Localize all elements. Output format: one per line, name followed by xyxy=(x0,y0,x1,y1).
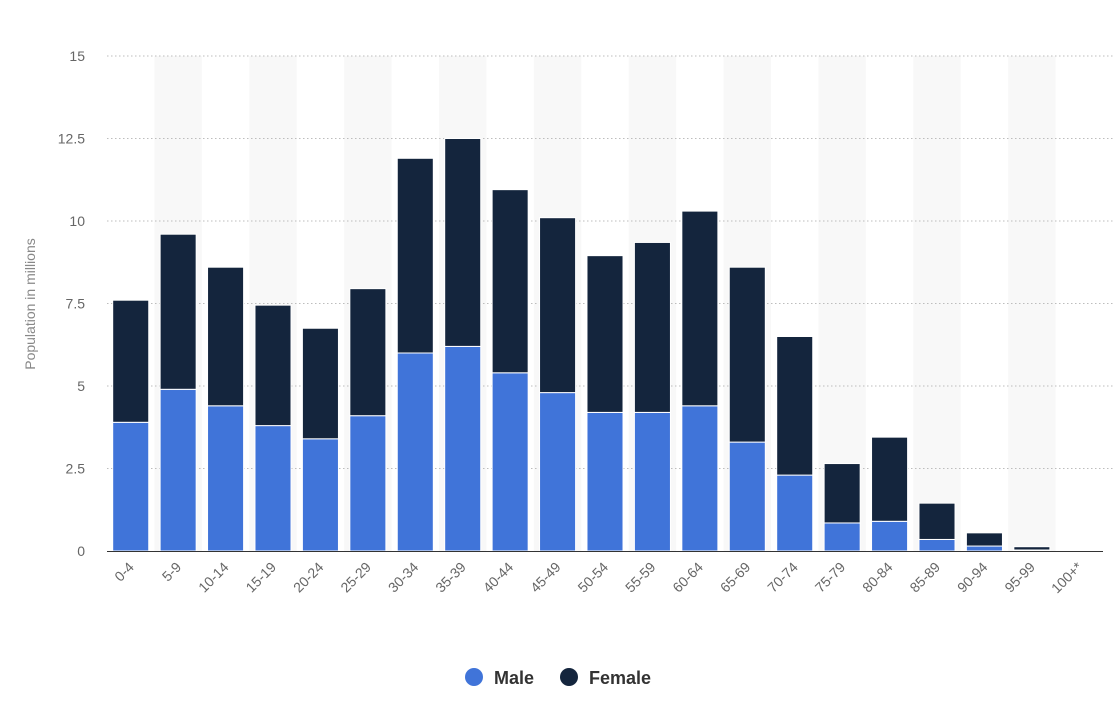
bar-male-0-4[interactable] xyxy=(112,421,150,552)
x-tick-label: 80-84 xyxy=(859,559,896,596)
bar-male-70-74[interactable] xyxy=(776,474,814,552)
x-tick-label: 50-54 xyxy=(574,559,611,596)
bar-male-50-54[interactable] xyxy=(586,411,624,552)
y-axis-title: Population in millions xyxy=(22,238,38,370)
bar-female-5-9[interactable] xyxy=(159,233,197,390)
bar-female-80-84[interactable] xyxy=(871,436,909,522)
x-tick-label: 20-24 xyxy=(290,559,327,596)
bar-male-20-24[interactable] xyxy=(301,438,339,552)
x-tick-label: 85-89 xyxy=(906,559,943,596)
x-tick-label: 100+* xyxy=(1048,558,1086,596)
y-tick-label: 10 xyxy=(69,213,85,229)
bar-female-0-4[interactable] xyxy=(112,299,150,423)
bar-female-90-94[interactable] xyxy=(965,532,1003,547)
legend-marker-female xyxy=(560,668,578,686)
bar-male-55-59[interactable] xyxy=(633,411,671,552)
bars xyxy=(112,138,1098,552)
legend-label-female: Female xyxy=(589,668,651,688)
bar-female-25-29[interactable] xyxy=(349,288,387,417)
x-tick-label: 0-4 xyxy=(111,559,137,585)
x-axis-ticks: 0-4 5-9 10-14 15-19 20-24 25-29 30-34 35-39 40-4… xyxy=(111,558,1086,596)
bar-male-30-34[interactable] xyxy=(396,352,434,552)
x-tick-label: 65-69 xyxy=(717,559,754,596)
x-tick-label: 90-94 xyxy=(954,559,991,596)
bar-female-85-89[interactable] xyxy=(918,502,956,540)
bar-male-60-64[interactable] xyxy=(681,405,719,552)
bar-female-40-44[interactable] xyxy=(491,189,529,374)
bar-male-35-39[interactable] xyxy=(444,345,482,552)
x-tick-label: 75-79 xyxy=(812,559,849,596)
bar-male-85-89[interactable] xyxy=(918,538,956,552)
bar-male-65-69[interactable] xyxy=(728,441,766,552)
x-tick-label: 15-19 xyxy=(242,559,279,596)
x-tick-label: 45-49 xyxy=(527,559,564,596)
bar-male-25-29[interactable] xyxy=(349,415,387,552)
x-tick-label: 25-29 xyxy=(337,559,374,596)
bar-female-35-39[interactable] xyxy=(444,138,482,347)
bar-male-45-49[interactable] xyxy=(539,392,577,552)
bar-male-10-14[interactable] xyxy=(207,405,245,552)
bar-female-15-19[interactable] xyxy=(254,304,292,427)
y-tick-label: 0 xyxy=(77,543,85,559)
bar-male-75-79[interactable] xyxy=(823,522,861,552)
legend-item-male[interactable]: Male xyxy=(465,668,534,688)
bar-female-60-64[interactable] xyxy=(681,210,719,407)
y-tick-label: 15 xyxy=(69,48,85,64)
y-tick-label: 12.5 xyxy=(58,131,85,147)
x-tick-label: 35-39 xyxy=(432,559,469,596)
bar-female-30-34[interactable] xyxy=(396,157,434,354)
y-axis-ticks: 0 2.5 5 7.5 10 12.5 15 xyxy=(58,48,85,559)
y-tick-label: 5 xyxy=(77,378,85,394)
bar-female-70-74[interactable] xyxy=(776,336,814,476)
bar-male-15-19[interactable] xyxy=(254,425,292,552)
bar-female-45-49[interactable] xyxy=(539,217,577,394)
bar-male-90-94[interactable] xyxy=(965,545,1003,552)
x-tick-label: 55-59 xyxy=(622,559,659,596)
y-tick-label: 2.5 xyxy=(66,461,86,477)
x-tick-label: 95-99 xyxy=(1001,559,1038,596)
x-tick-label: 10-14 xyxy=(195,559,232,596)
bar-female-10-14[interactable] xyxy=(207,266,245,407)
bar-female-20-24[interactable] xyxy=(301,327,339,440)
x-tick-label: 30-34 xyxy=(385,559,422,596)
x-tick-label: 40-44 xyxy=(480,559,517,596)
bar-female-50-54[interactable] xyxy=(586,255,624,413)
x-tick-label: 5-9 xyxy=(159,559,185,585)
bar-male-40-44[interactable] xyxy=(491,372,529,552)
bar-female-65-69[interactable] xyxy=(728,266,766,443)
bar-female-95-99[interactable] xyxy=(1013,546,1051,551)
bar-female-75-79[interactable] xyxy=(823,463,861,524)
bar-male-5-9[interactable] xyxy=(159,388,197,552)
legend-item-female[interactable]: Female xyxy=(560,668,651,688)
legend: Male Female xyxy=(465,668,651,688)
bar-male-80-84[interactable] xyxy=(871,520,909,552)
y-tick-label: 7.5 xyxy=(66,296,86,312)
bar-female-55-59[interactable] xyxy=(633,241,671,413)
legend-label-male: Male xyxy=(494,668,534,688)
bar-female-100[interactable] xyxy=(1060,549,1098,552)
column-band xyxy=(913,56,961,551)
x-tick-label: 60-64 xyxy=(669,559,706,596)
legend-marker-male xyxy=(465,668,483,686)
x-tick-label: 70-74 xyxy=(764,559,801,596)
